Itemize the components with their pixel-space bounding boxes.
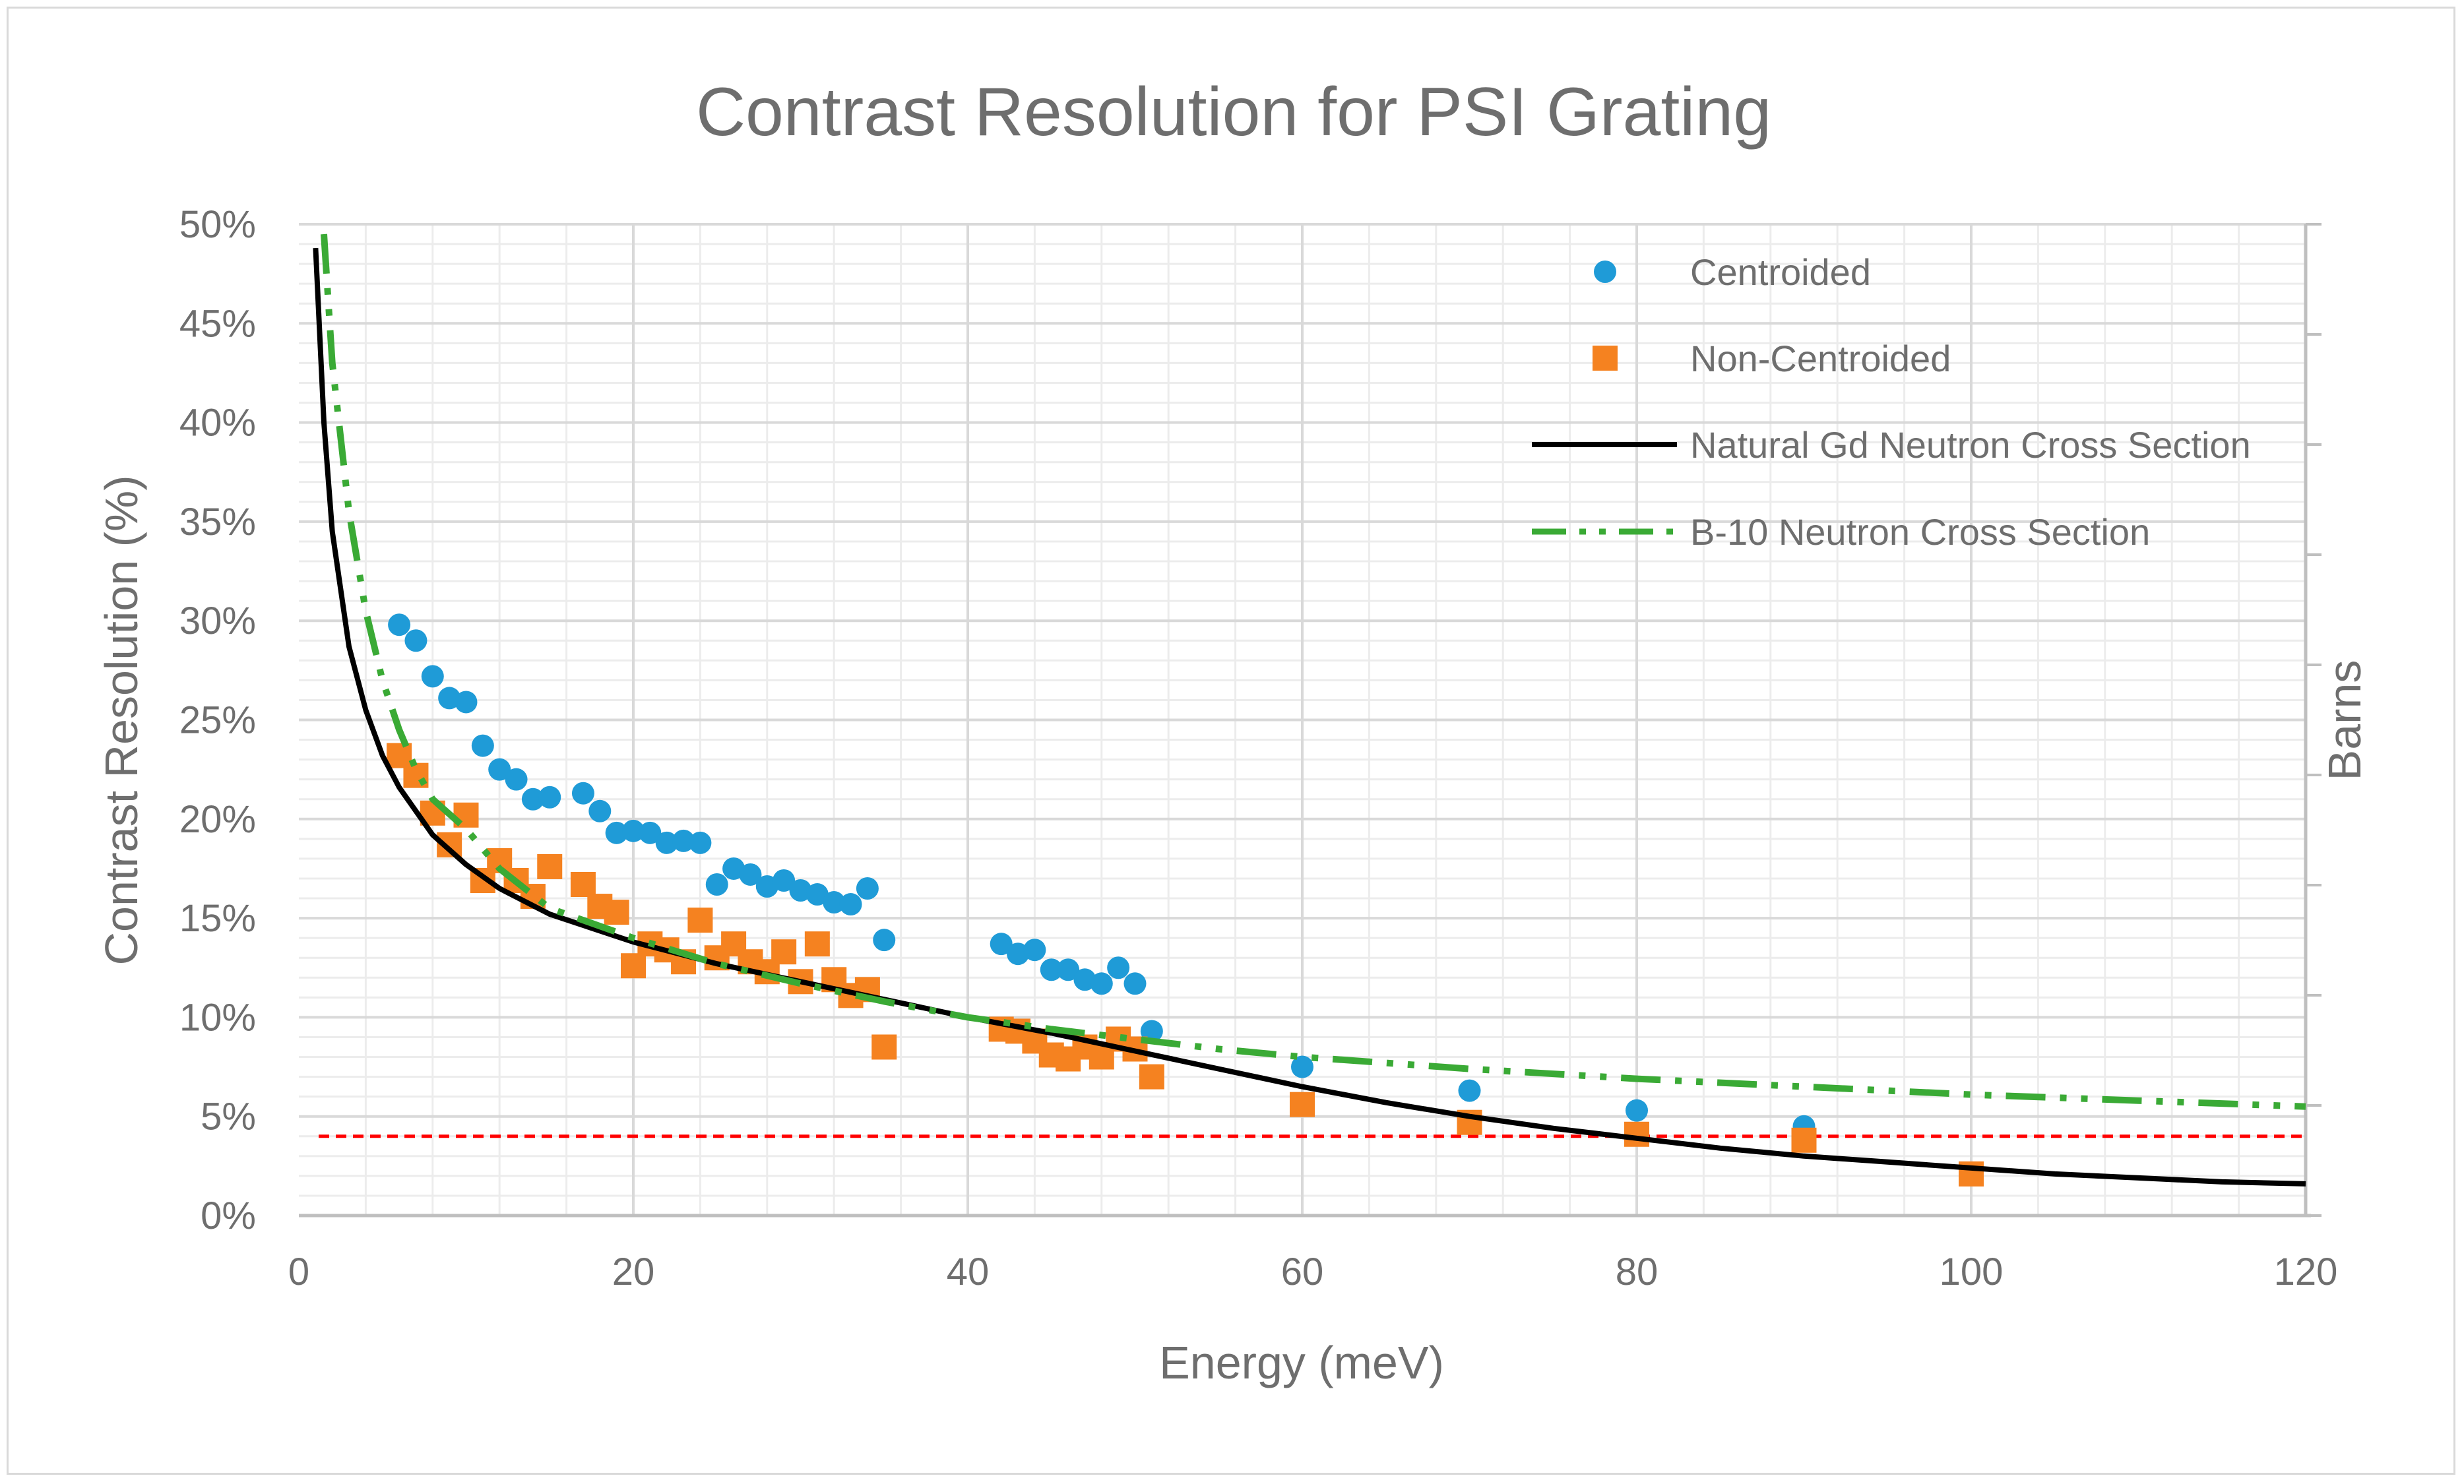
- x-tick-label: 80: [1616, 1251, 1658, 1293]
- chart-title: Contrast Resolution for PSI Grating: [696, 74, 1771, 150]
- centroided-point: [605, 821, 628, 844]
- centroided-point: [421, 665, 444, 688]
- non-centroided-point: [537, 853, 563, 879]
- centroided-point: [538, 786, 561, 809]
- centroided-point: [438, 687, 461, 710]
- legend-marker-non-centroided: [1593, 346, 1618, 371]
- y-tick-label: 50%: [179, 203, 256, 246]
- centroided-point: [521, 788, 544, 811]
- centroided-point: [388, 613, 411, 636]
- centroided-point: [622, 819, 645, 842]
- legend-label-natural-gd: Natural Gd Neutron Cross Section: [1690, 424, 2251, 466]
- centroided-point: [839, 893, 862, 916]
- non-centroided-point: [1139, 1064, 1164, 1090]
- y-tick-label: 10%: [179, 996, 256, 1039]
- non-centroided-point: [1791, 1127, 1817, 1153]
- y-tick-label: 45%: [179, 302, 256, 345]
- non-centroided-point: [804, 931, 830, 957]
- centroided-point: [471, 734, 494, 757]
- centroided-point: [873, 929, 896, 952]
- y-tick-label: 30%: [179, 600, 256, 642]
- x-tick-label: 60: [1281, 1251, 1324, 1293]
- centroided-point: [1057, 958, 1080, 981]
- non-centroided-point: [871, 1034, 897, 1060]
- centroided-point: [1123, 972, 1147, 995]
- centroided-point: [672, 829, 695, 852]
- legend: Centroided Non-Centroided Natural Gd Neu…: [1532, 251, 2251, 553]
- non-centroided-point: [1290, 1092, 1315, 1117]
- centroided-point: [739, 863, 762, 886]
- legend-item-non-centroided: Non-Centroided: [1593, 338, 1951, 379]
- series-markers: [387, 613, 1984, 1187]
- legend-label-centroided: Centroided: [1690, 251, 1871, 293]
- non-centroided-point: [1624, 1121, 1649, 1147]
- non-centroided-point: [604, 900, 629, 925]
- non-centroided-point: [771, 939, 797, 965]
- axes: [299, 223, 2322, 1218]
- centroided-point: [455, 691, 478, 714]
- centroided-point: [639, 821, 662, 844]
- centroided-point: [655, 831, 678, 854]
- legend-item-centroided: Centroided: [1594, 251, 1871, 293]
- centroided-point: [505, 768, 528, 791]
- centroided-point: [1107, 956, 1130, 979]
- non-centroided-point: [687, 908, 713, 933]
- y-tick-labels: 0% 5% 10% 15% 20% 25% 30% 35% 40% 45% 50%: [179, 203, 256, 1237]
- legend-marker-centroided: [1594, 261, 1616, 283]
- y-tick-label: 15%: [179, 897, 256, 940]
- legend-item-natural-gd: Natural Gd Neutron Cross Section: [1532, 424, 2251, 466]
- x-axis-title: Energy (meV): [1159, 1337, 1444, 1388]
- centroided-point: [588, 799, 612, 822]
- centroided-point: [1023, 939, 1046, 962]
- centroided-point: [806, 883, 829, 906]
- series-lines: [313, 233, 2306, 1187]
- series-line-2: [313, 247, 2306, 1187]
- centroided-point: [404, 629, 427, 652]
- centroided-point: [1626, 1099, 1648, 1122]
- centroided-point: [1073, 968, 1096, 991]
- centroided-point: [990, 933, 1013, 956]
- centroided-point: [689, 831, 712, 854]
- non-centroided-point: [570, 871, 596, 897]
- centroided-point: [789, 879, 812, 902]
- legend-item-b10: B-10 Neutron Cross Section: [1532, 511, 2150, 553]
- y-axis-title: Contrast Resolution (%): [96, 475, 147, 965]
- centroided-point: [705, 873, 728, 896]
- centroided-point: [1040, 958, 1063, 981]
- centroided-point: [1007, 943, 1030, 966]
- y-tick-label: 5%: [201, 1096, 256, 1138]
- y-tick-label: 25%: [179, 699, 256, 742]
- centroided-point: [823, 891, 846, 914]
- x-tick-label: 20: [612, 1251, 655, 1293]
- centroided-point: [1291, 1055, 1313, 1078]
- y2-axis-title: Barns: [2319, 660, 2370, 781]
- x-tick-label: 0: [288, 1251, 309, 1293]
- centroided-point: [1090, 972, 1113, 995]
- y-tick-label: 0%: [201, 1194, 256, 1237]
- x-tick-labels: 0 20 40 60 80 100 120: [288, 1251, 2338, 1293]
- centroided-point: [571, 782, 594, 805]
- y-tick-label: 35%: [179, 501, 256, 543]
- centroided-point: [773, 869, 796, 892]
- x-tick-label: 120: [2274, 1251, 2338, 1293]
- y-tick-label: 40%: [179, 402, 256, 445]
- x-tick-label: 40: [947, 1251, 990, 1293]
- centroided-point: [1458, 1079, 1481, 1102]
- centroided-point: [856, 877, 879, 900]
- legend-label-b10: B-10 Neutron Cross Section: [1690, 511, 2150, 553]
- centroided-point: [488, 758, 511, 781]
- x-tick-label: 100: [1940, 1251, 2004, 1293]
- legend-label-non-centroided: Non-Centroided: [1690, 338, 1951, 379]
- y-tick-label: 20%: [179, 798, 256, 841]
- non-centroided-point: [621, 953, 646, 979]
